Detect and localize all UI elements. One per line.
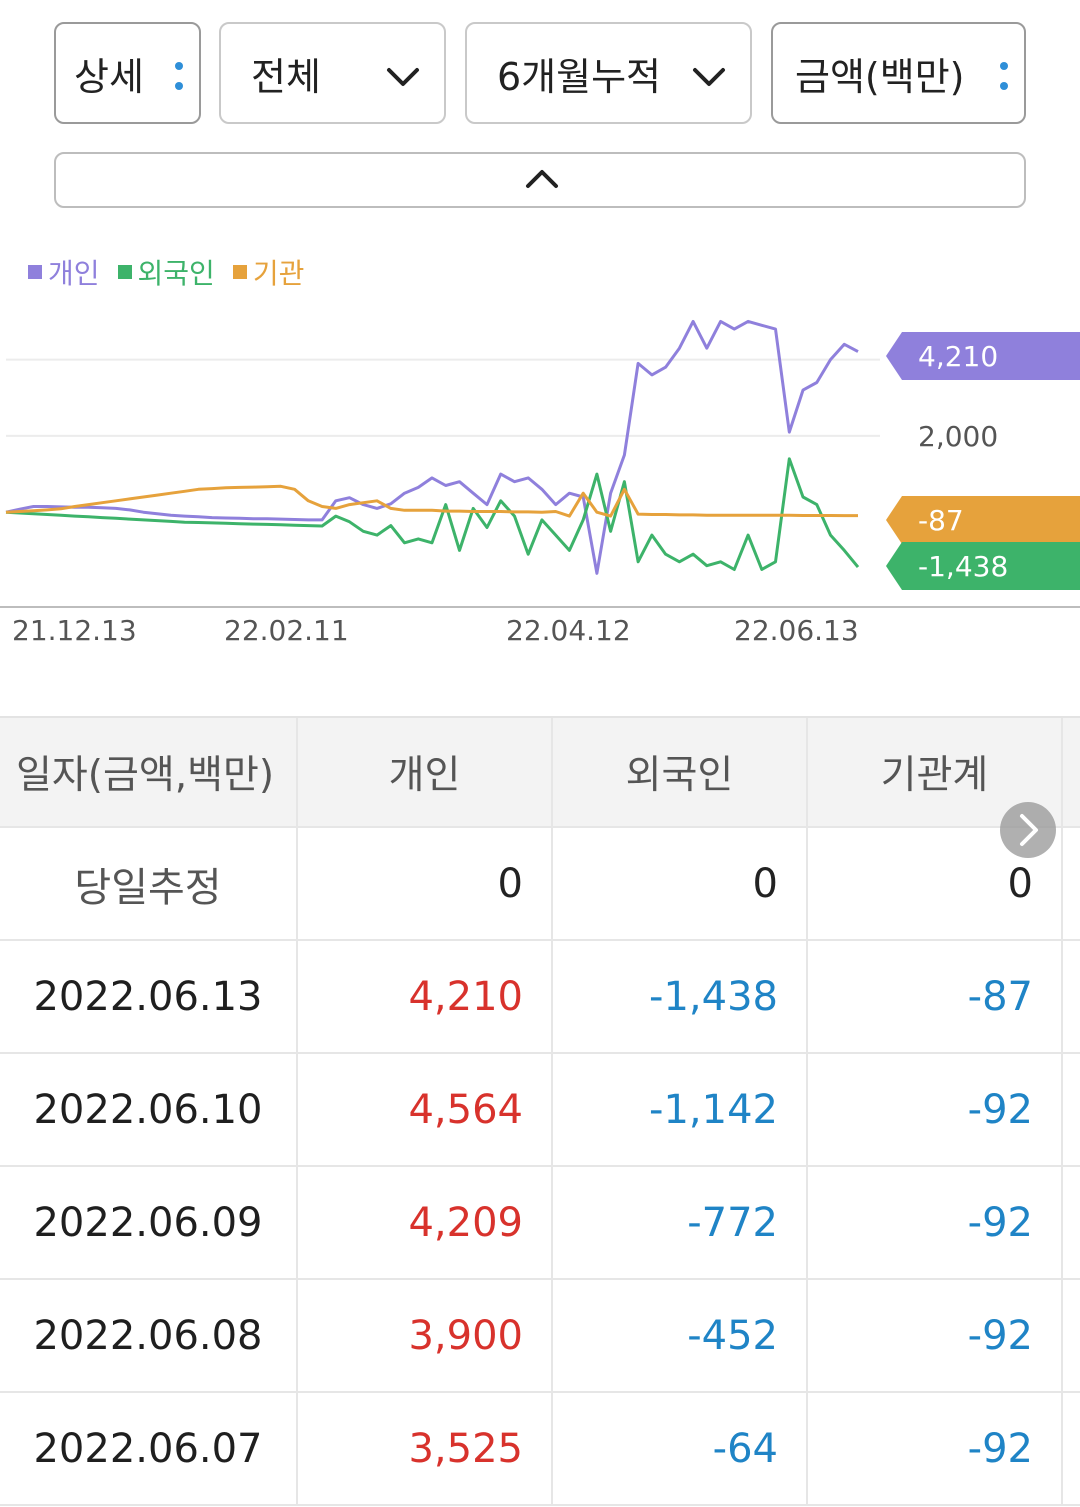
investor-table: 일자(금액,백만) 개인 외국인 기관계 당일추정 0 0 0 2022.06.… — [0, 716, 1080, 1506]
period-dropdown[interactable]: 6개월누적 — [465, 22, 752, 124]
more-dots-icon — [175, 62, 183, 90]
legend-swatch — [117, 265, 132, 279]
value-tag-label: 4,210 — [918, 340, 998, 373]
filter-bar: 상세 전체 6개월누적 금액(백만) — [54, 22, 1026, 124]
table-row: 2022.06.08 3,900 -452 -92 — [0, 1280, 1080, 1393]
row-spacer — [1063, 1167, 1080, 1278]
date-cell: 2022.06.10 — [0, 1054, 298, 1165]
row-spacer — [1063, 1054, 1080, 1165]
row-spacer — [1063, 1393, 1080, 1504]
indiv-cell: 4,564 — [298, 1054, 553, 1165]
foreign-cell: -64 — [553, 1393, 808, 1504]
chevron-down-icon — [693, 68, 725, 86]
x-tick-label: 21.12.13 — [12, 614, 137, 647]
value-tag — [886, 332, 1080, 380]
series-line — [5, 484, 858, 518]
foreign-cell: 0 — [553, 828, 808, 939]
date-cell: 2022.06.08 — [0, 1280, 298, 1391]
indiv-cell: 4,210 — [298, 941, 553, 1052]
investor-flow-chart: 2,000 21.12.13 22.02.11 22.04.12 22.06.13 4,2… — [0, 319, 1080, 647]
row-spacer — [1063, 828, 1080, 939]
unit-select-label: 금액(백만) — [795, 54, 965, 99]
chevron-down-icon — [387, 68, 419, 86]
legend-label: 외국인 — [137, 257, 215, 290]
chevron-up-icon — [526, 170, 558, 188]
indiv-cell: 3,525 — [298, 1393, 553, 1504]
inst-cell: -87 — [808, 941, 1063, 1052]
legend-item-inst[interactable]: 기관 — [232, 252, 305, 292]
detail-select-label: 상세 — [74, 54, 144, 99]
table-row: 2022.06.10 4,564 -1,142 -92 — [0, 1054, 1080, 1167]
inst-cell: -92 — [808, 1280, 1063, 1391]
detail-select[interactable]: 상세 — [54, 22, 201, 124]
indiv-cell: 3,900 — [298, 1280, 553, 1391]
collapse-toggle-button[interactable] — [54, 152, 1026, 208]
row-spacer — [1063, 1280, 1080, 1391]
date-cell: 2022.06.13 — [0, 941, 298, 1052]
legend-swatch — [28, 265, 42, 279]
legend-label: 기관 — [252, 257, 305, 290]
value-tag — [886, 496, 1080, 544]
period-dropdown-label: 6개월누적 — [497, 54, 662, 99]
scope-dropdown-label: 전체 — [251, 54, 321, 99]
header-date: 일자(금액,백만) — [0, 718, 298, 826]
chart-legend: 개인 외국인 기관 — [28, 252, 304, 292]
date-cell: 2022.06.07 — [0, 1393, 298, 1504]
value-tag-label: -1,438 — [918, 550, 1008, 583]
table-row: 2022.06.07 3,525 -64 -92 — [0, 1393, 1080, 1506]
inst-cell: -92 — [808, 1167, 1063, 1278]
table-row: 2022.06.13 4,210 -1,438 -87 — [0, 941, 1080, 1054]
scroll-right-button[interactable] — [1000, 802, 1056, 858]
table-header-row: 일자(금액,백만) 개인 외국인 기관계 — [0, 716, 1080, 828]
legend-item-indiv[interactable]: 개인 — [28, 252, 100, 292]
value-tag — [886, 542, 1080, 590]
header-inst: 기관계 — [808, 718, 1063, 826]
foreign-cell: -772 — [553, 1167, 808, 1278]
header-spacer — [1063, 718, 1080, 826]
x-tick-label: 22.06.13 — [734, 614, 859, 647]
inst-cell: 0 — [808, 828, 1063, 939]
y-tick-label: 2,000 — [918, 420, 998, 453]
series-line — [5, 319, 859, 575]
value-tag-label: -87 — [918, 504, 964, 537]
inst-cell: -92 — [808, 1393, 1063, 1504]
table-row: 2022.06.09 4,209 -772 -92 — [0, 1167, 1080, 1280]
chevron-right-icon — [1020, 814, 1038, 846]
legend-label: 개인 — [48, 257, 100, 290]
foreign-cell: -1,142 — [553, 1054, 808, 1165]
legend-item-foreign[interactable]: 외국인 — [117, 252, 215, 292]
table-row: 당일추정 0 0 0 — [0, 828, 1080, 941]
series-line — [5, 457, 860, 571]
unit-select[interactable]: 금액(백만) — [771, 22, 1026, 124]
foreign-cell: -452 — [553, 1280, 808, 1391]
foreign-cell: -1,438 — [553, 941, 808, 1052]
indiv-cell: 0 — [298, 828, 553, 939]
row-spacer — [1063, 941, 1080, 1052]
header-indiv: 개인 — [298, 718, 553, 826]
date-cell: 당일추정 — [0, 828, 298, 939]
legend-swatch — [232, 265, 247, 279]
x-tick-label: 22.04.12 — [506, 614, 631, 647]
more-dots-icon — [1000, 62, 1008, 90]
scope-dropdown[interactable]: 전체 — [219, 22, 446, 124]
x-tick-label: 22.02.11 — [224, 614, 349, 647]
date-cell: 2022.06.09 — [0, 1167, 298, 1278]
header-foreign: 외국인 — [553, 718, 808, 826]
indiv-cell: 4,209 — [298, 1167, 553, 1278]
inst-cell: -92 — [808, 1054, 1063, 1165]
